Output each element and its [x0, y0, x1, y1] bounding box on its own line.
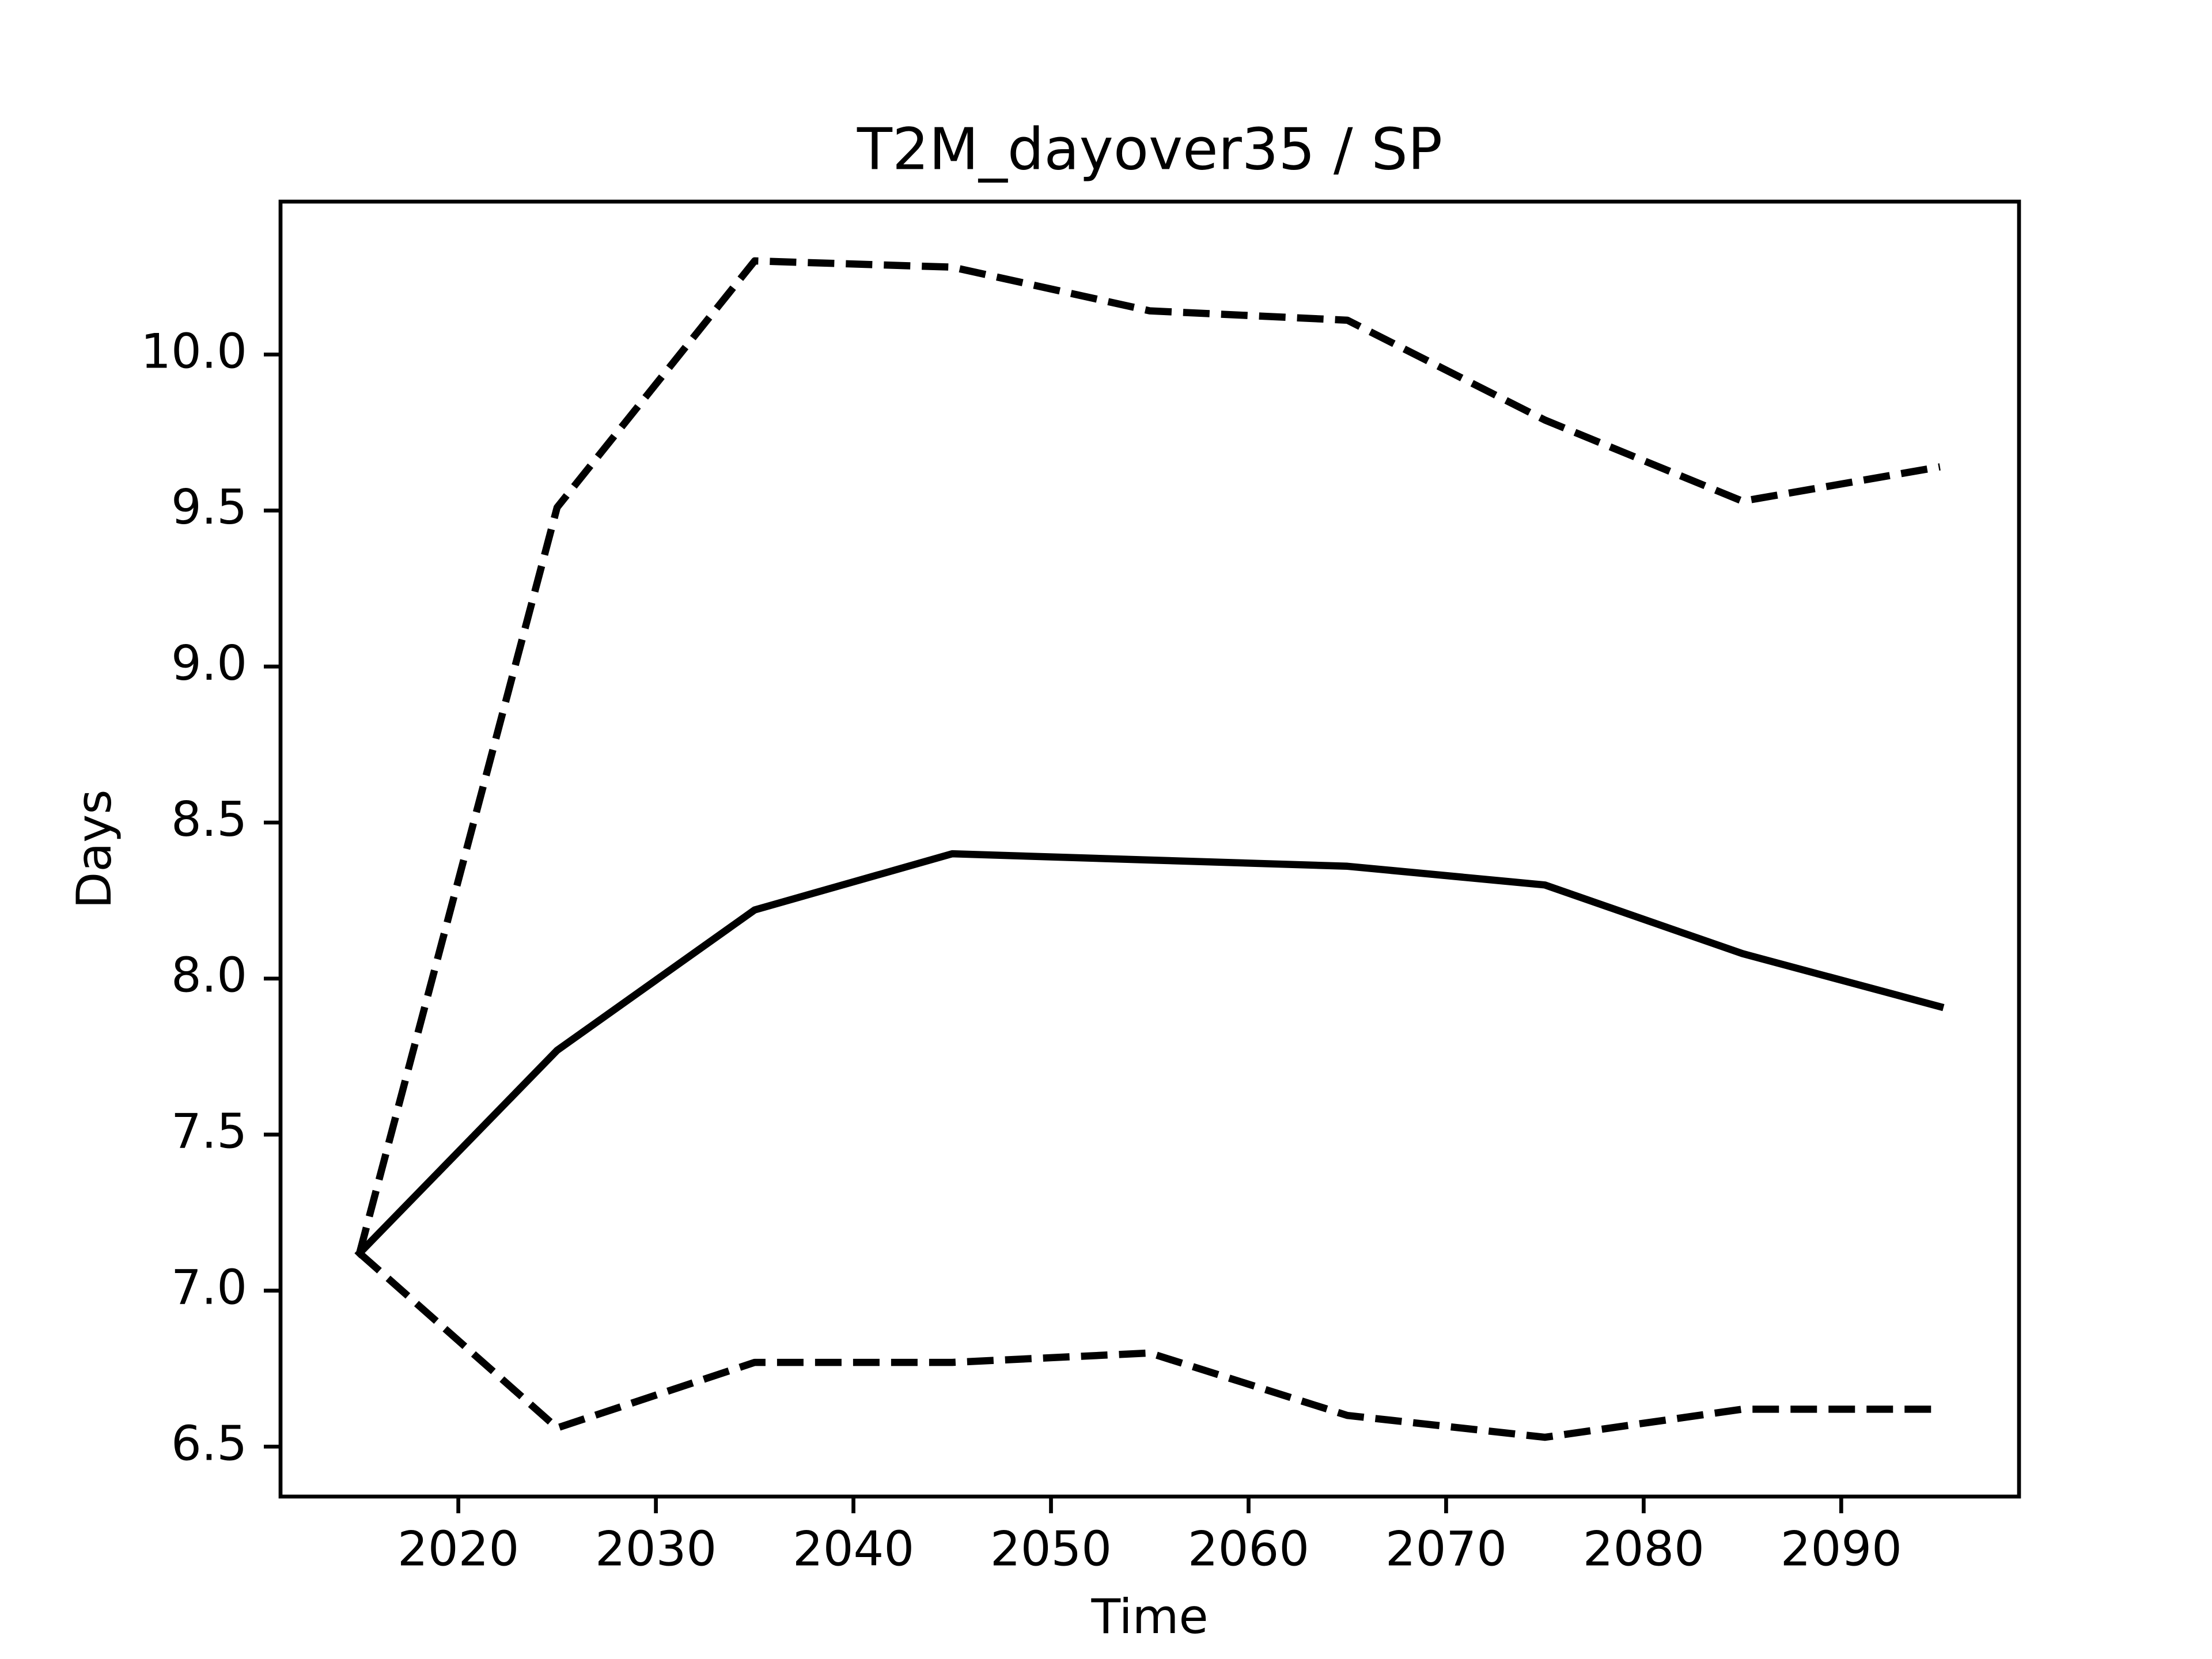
x-tick-label: 2050 — [990, 1521, 1112, 1577]
x-tick-label: 2080 — [1583, 1521, 1705, 1577]
chart-title: T2M_dayover35 / SP — [857, 115, 1442, 183]
y-tick-label: 8.5 — [171, 791, 247, 847]
x-tick-label: 2040 — [793, 1521, 914, 1577]
y-tick-label: 6.5 — [171, 1415, 247, 1471]
x-tick-label: 2070 — [1385, 1521, 1507, 1577]
x-tick-label: 2020 — [397, 1521, 519, 1577]
y-tick-label: 7.0 — [171, 1259, 247, 1315]
x-tick-label: 2030 — [595, 1521, 717, 1577]
y-tick-label: 7.5 — [171, 1104, 247, 1160]
y-tick-label: 9.0 — [171, 635, 247, 691]
series-line — [356, 257, 1941, 1255]
x-tick-label: 2060 — [1188, 1521, 1309, 1577]
series-line — [354, 850, 1945, 1259]
y-axis-label: Days — [66, 789, 122, 908]
x-tick-label: 2090 — [1781, 1521, 1902, 1577]
y-tick-label: 10.0 — [141, 323, 247, 379]
y-tick-label: 8.0 — [171, 948, 247, 1003]
y-tick-label: 9.5 — [171, 479, 247, 535]
plot-frame — [278, 199, 2021, 1499]
x-axis-label: Time — [1090, 1589, 1208, 1645]
